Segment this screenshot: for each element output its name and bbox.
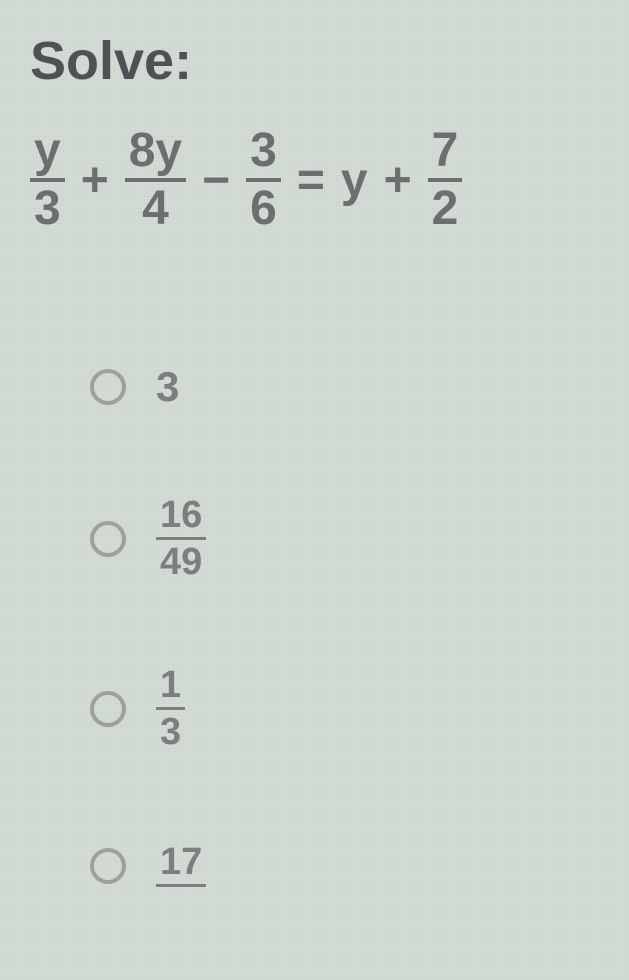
equation-term-4: y	[341, 153, 368, 208]
answer-option-c[interactable]: 1 3	[90, 666, 599, 751]
radio-icon	[90, 691, 126, 727]
answer-option-a[interactable]: 3	[90, 363, 599, 411]
equation-term-3: 3 6	[246, 127, 281, 233]
answer-value: 3	[156, 363, 179, 411]
radio-icon	[90, 521, 126, 557]
answer-options: 3 16 49 1 3	[30, 363, 599, 896]
equation-term-5: 7 2	[428, 127, 463, 233]
operator-minus: −	[196, 153, 236, 208]
fraction-numerator: y	[30, 127, 65, 178]
answer-fraction: 17	[156, 843, 206, 890]
equation: y 3 + 8y 4 − 3 6 = y + 7 2	[30, 127, 599, 233]
operator-equals: =	[291, 153, 331, 208]
fraction-numerator: 8y	[125, 127, 186, 178]
fraction-numerator: 3	[246, 127, 281, 178]
equation-term-1: y 3	[30, 127, 65, 233]
answer-fraction: 1 3	[156, 666, 185, 751]
fraction-denominator: 4	[138, 182, 173, 233]
answer-fraction: 16 49	[156, 496, 206, 581]
fraction-denominator: 3	[30, 182, 65, 233]
fraction-denominator: 49	[156, 540, 206, 581]
fraction-numerator: 7	[428, 127, 463, 178]
answer-option-b[interactable]: 16 49	[90, 496, 599, 581]
operator-plus: +	[378, 153, 418, 208]
equation-term-2: 8y 4	[125, 127, 186, 233]
fraction-numerator: 17	[156, 843, 206, 884]
fraction-numerator: 1	[156, 666, 185, 707]
question-title: Solve:	[30, 30, 599, 92]
operator-plus: +	[75, 153, 115, 208]
radio-icon	[90, 848, 126, 884]
answer-option-d[interactable]: 17	[90, 836, 599, 896]
fraction-denominator: 2	[428, 182, 463, 233]
fraction-denominator: 6	[246, 182, 281, 233]
radio-icon	[90, 369, 126, 405]
fraction-denominator	[177, 887, 185, 890]
fraction-denominator: 3	[156, 710, 185, 751]
fraction-numerator: 16	[156, 496, 206, 537]
